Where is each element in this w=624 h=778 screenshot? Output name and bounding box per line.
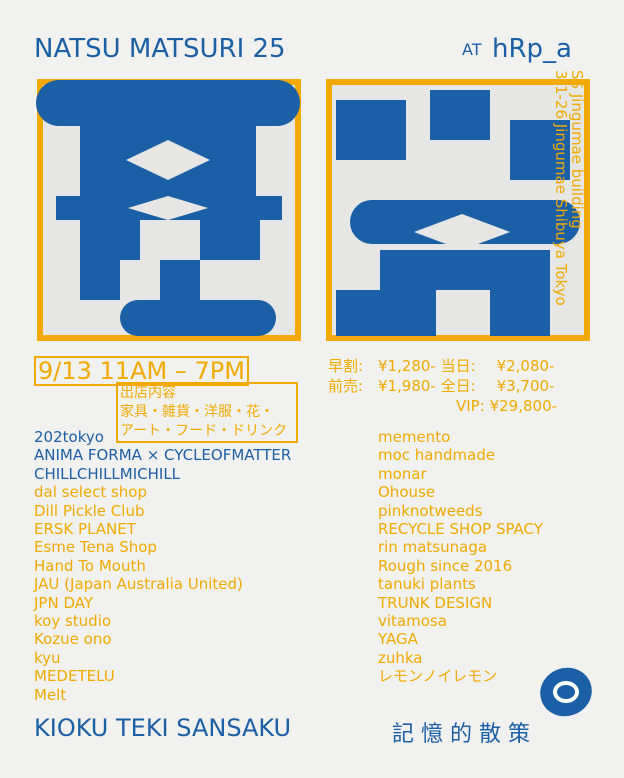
price: ¥29,800- bbox=[489, 397, 558, 415]
vendor: レモンノイレモン bbox=[378, 667, 498, 686]
vendor: CHILLCHILLMICHILL bbox=[34, 464, 181, 483]
vendor: 202tokyo bbox=[34, 428, 104, 446]
vendor: rin matsunaga bbox=[378, 538, 488, 557]
price: ¥1,980- bbox=[377, 377, 436, 395]
exhibit-line: アート・フード・ドリンク bbox=[120, 423, 288, 439]
vendor: ERSK PLANET bbox=[34, 520, 136, 539]
vendor: Hand To Mouth bbox=[34, 556, 146, 575]
vendor: JAU (Japan Australia United) bbox=[34, 575, 243, 594]
date: 9/13 11AM – 7PM bbox=[34, 356, 249, 386]
vendor: zuhka bbox=[378, 648, 423, 667]
vendor: Ohouse bbox=[378, 483, 436, 502]
price-label: VIP: bbox=[456, 397, 485, 415]
vendor: JPN DAY bbox=[34, 593, 94, 612]
footer-title: KIOKU TEKI SANSAKU bbox=[34, 714, 292, 742]
exhibit-line: 家具・雑貨・洋服・花・ bbox=[120, 404, 274, 420]
venue: hRp_a bbox=[492, 34, 572, 64]
vendor: ANIMA FORMA × CYCLEOFMATTER bbox=[34, 446, 292, 465]
vendor: Kozue ono bbox=[34, 630, 112, 649]
title: NATSU MATSURI 25 bbox=[34, 34, 286, 64]
exhibit-heading: 出店内容 bbox=[120, 385, 176, 401]
address: SS Jingumae building 3-1-26 Jingumae Shi… bbox=[553, 70, 585, 350]
price-label: 全日: bbox=[440, 377, 476, 395]
at: AT bbox=[462, 40, 482, 59]
vendor: pinknotweeds bbox=[378, 501, 483, 520]
vendor: Rough since 2016 bbox=[378, 556, 513, 575]
vendor: TRUNK DESIGN bbox=[378, 593, 493, 612]
price: ¥1,280- bbox=[377, 357, 436, 375]
address-line: 3-1-26 Jingumae Shibuya Tokyo bbox=[553, 70, 570, 306]
vendor: Melt bbox=[34, 685, 67, 704]
price: ¥3,700- bbox=[496, 377, 555, 395]
price: ¥2,080- bbox=[496, 357, 555, 375]
vendor: kyu bbox=[34, 648, 61, 667]
exhibit: 出店内容 家具・雑貨・洋服・花・ アート・フード・ドリンク bbox=[116, 382, 298, 443]
price-label: 早割: bbox=[328, 357, 364, 375]
vendor: memento bbox=[378, 428, 451, 446]
graphic bbox=[36, 79, 590, 341]
price-label: 当日: bbox=[440, 357, 476, 375]
vendor: Esme Tena Shop bbox=[34, 538, 157, 557]
vendor: YAGA bbox=[378, 630, 418, 649]
footer-japanese: 記 憶 的 散 策 bbox=[392, 722, 530, 747]
vendor: MEDETELU bbox=[34, 667, 115, 686]
vendor: dal select shop bbox=[34, 483, 148, 502]
prices: 早割: ¥1,280- 当日: ¥2,080- 前売: ¥1,980- 全日: … bbox=[328, 356, 557, 416]
vendor-list: 202tokyo ANIMA FORMA × CYCLEOFMATTER CHILL… bbox=[34, 428, 291, 704]
address-line: SS Jingumae building bbox=[568, 70, 585, 229]
vendor: tanuki plants bbox=[378, 575, 476, 594]
vendor: koy studio bbox=[34, 612, 112, 631]
vendor: monar bbox=[378, 464, 427, 483]
vendor: vitamosa bbox=[378, 612, 447, 631]
vendor: Dill Pickle Club bbox=[34, 501, 145, 520]
logo bbox=[540, 667, 592, 717]
vendor: RECYCLE SHOP SPACY bbox=[378, 520, 543, 539]
vendor: moc handmade bbox=[378, 446, 496, 465]
vendor-list: memento moc handmade monar Ohouse pinknotwee… bbox=[378, 428, 543, 686]
price-label: 前売: bbox=[328, 377, 364, 395]
